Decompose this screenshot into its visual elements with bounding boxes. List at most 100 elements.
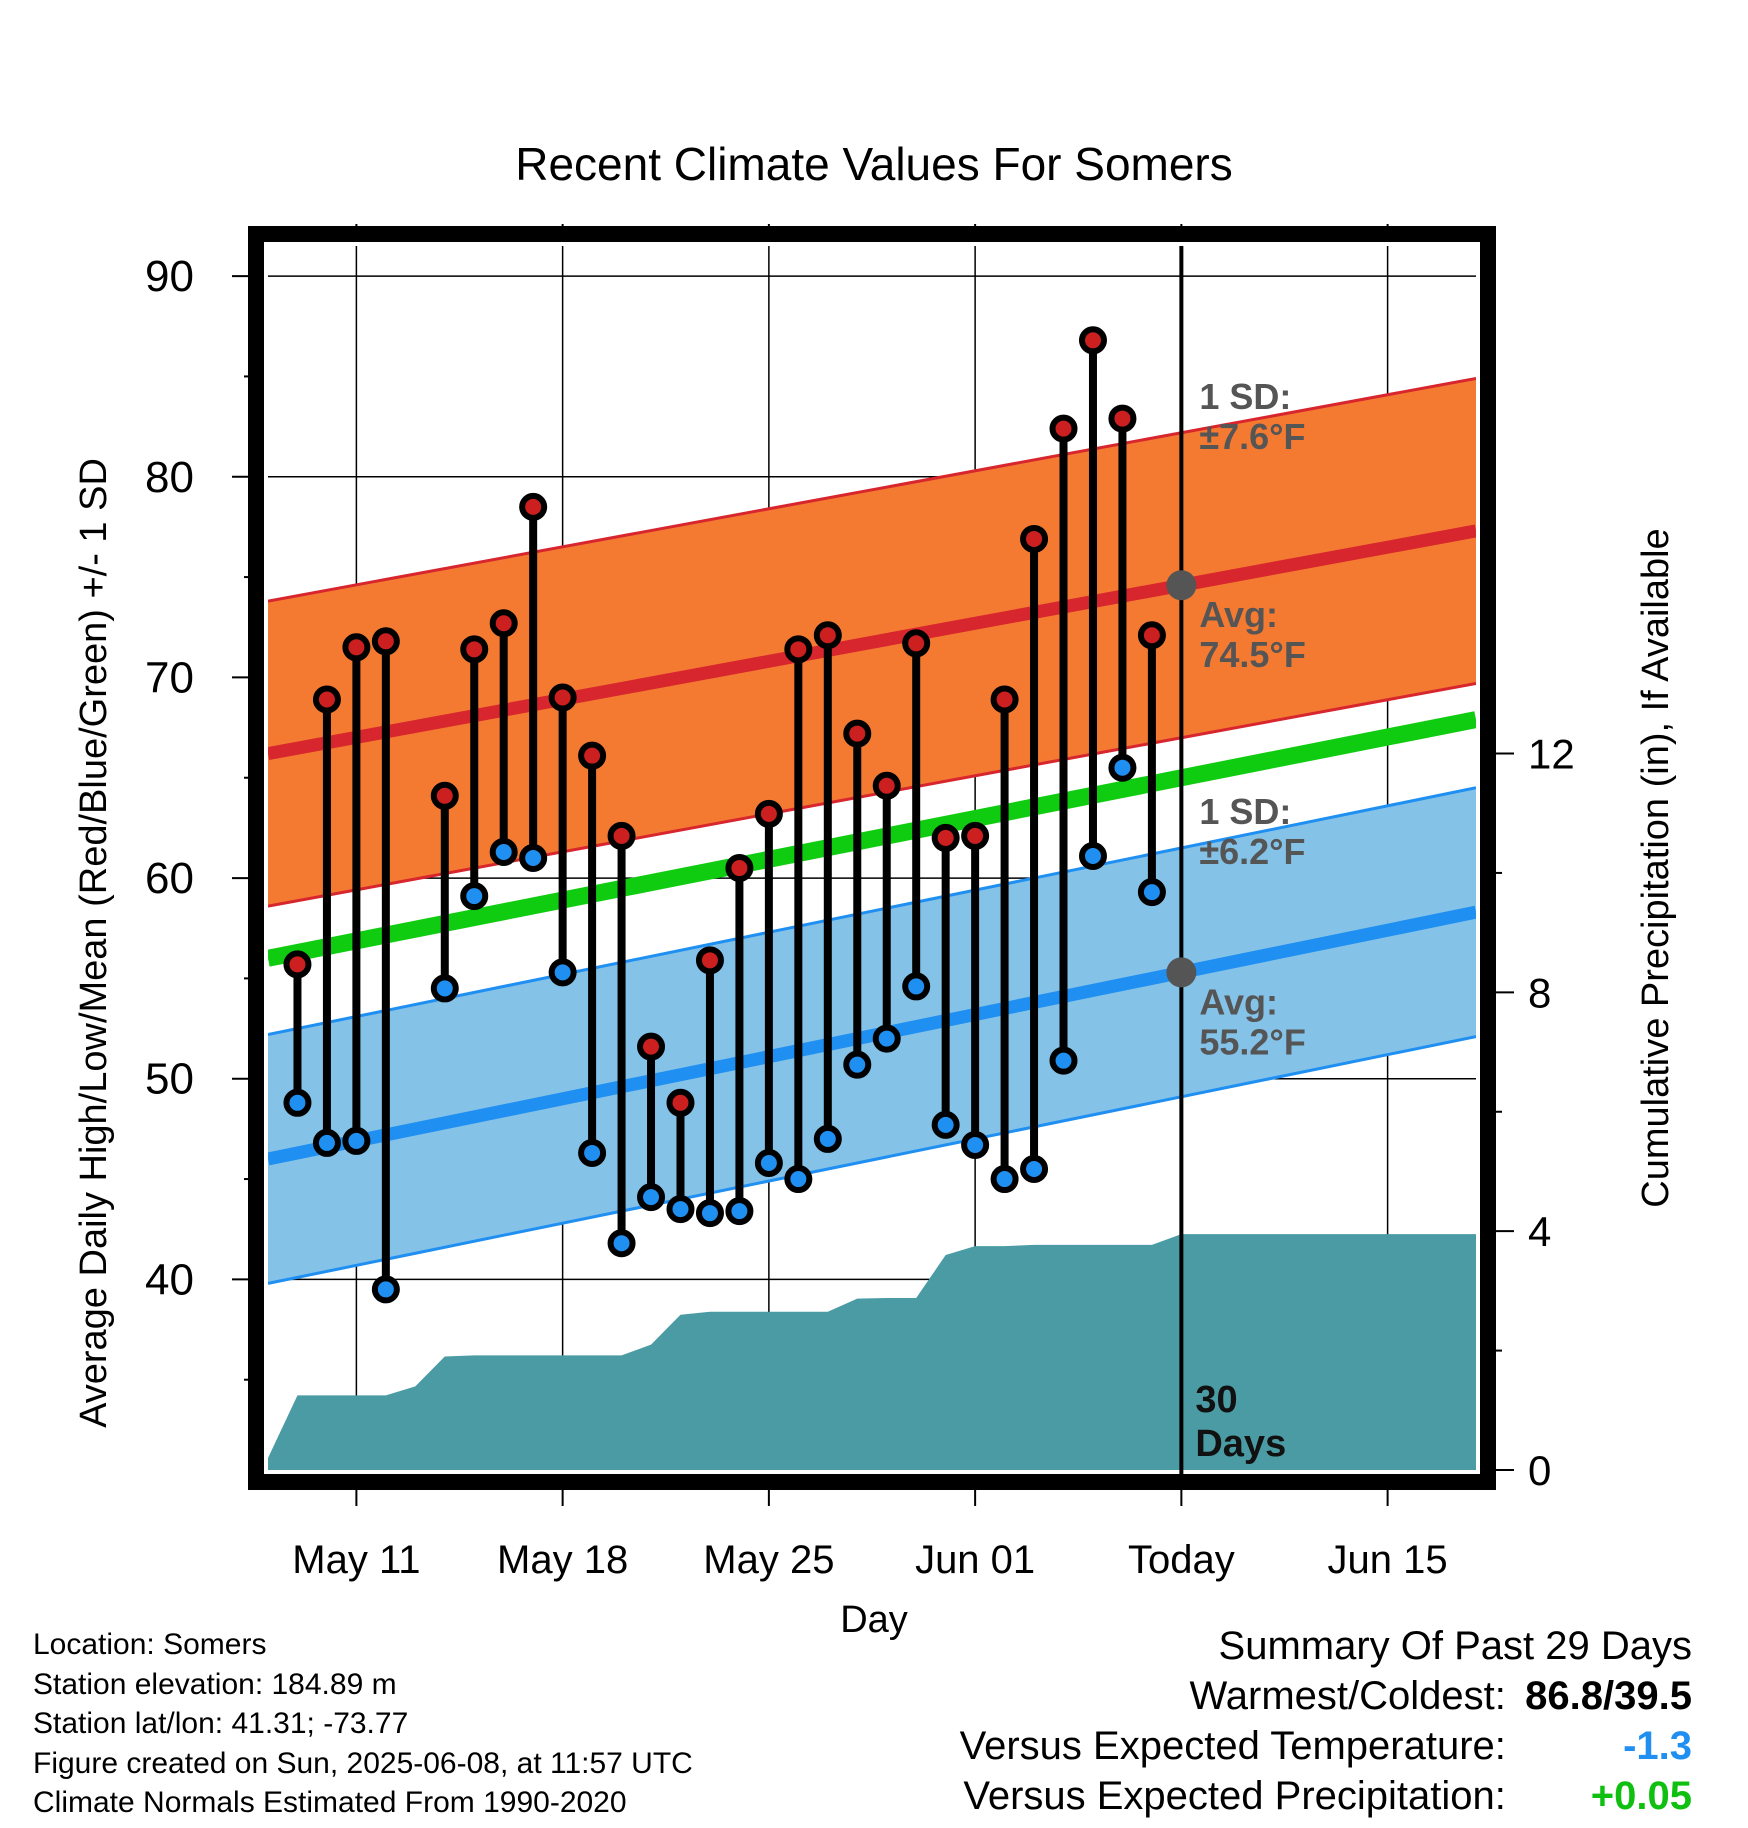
daily-high-point [961,821,990,850]
daily-high-point [548,683,577,712]
temp-label: Versus Expected Temperature: [959,1724,1506,1768]
daily-low-point [695,1199,724,1228]
daily-high-point [872,771,901,800]
daily-low-point [460,882,489,911]
annotation-low-sd-label: 1 SD: [1199,791,1291,832]
temp-value: -1.3 [1623,1724,1692,1768]
daily-high-point [430,781,459,810]
daily-high-point [342,633,371,662]
mean-normal-line [268,711,1476,967]
daily-low-point [961,1130,990,1159]
y-tick-label: 70 [145,653,194,702]
daily-low-point [784,1165,813,1194]
daily-high-point [1078,326,1107,355]
y-tick-label: 50 [145,1055,194,1104]
today-high-avg-dot [1166,570,1197,601]
info-created: Figure created on Sun, 2025-06-08, at 11… [33,1746,693,1780]
daily-low-point [371,1275,400,1304]
daily-high-point [843,719,872,748]
daily-low-point [548,958,577,987]
daily-low-point [931,1110,960,1139]
x-tick-label: Jun 15 [1328,1538,1448,1582]
low-avg-line [268,905,1476,1166]
daily-low-point [342,1126,371,1155]
today-days-label: Days [1195,1423,1286,1465]
daily-high-point [813,621,842,650]
daily-low-point [519,844,548,872]
daily-low-point [578,1138,607,1167]
warmest-label: Warmest/Coldest: [1189,1674,1506,1718]
daily-high-point [460,635,489,664]
daily-high-point [754,799,783,828]
info-normals: Climate Normals Estimated From 1990-2020 [33,1786,627,1819]
daily-high-point [902,629,931,658]
daily-low-point [754,1148,783,1177]
annotation-low-avg-value: 55.2°F [1199,1021,1305,1062]
daily-high-point [695,946,724,975]
daily-low-point [666,1195,695,1224]
y2-tick-label: 12 [1528,731,1575,778]
x-axis-title: Day [840,1599,908,1641]
x-tick-label: Today [1128,1538,1235,1582]
y-tick-label: 90 [145,252,194,301]
x-tick-label: May 25 [703,1538,834,1582]
high-lower-sd-line [268,681,1476,908]
annotation-high-avg-label: Avg: [1199,594,1278,635]
daily-low-point [607,1229,636,1258]
plot-frame [248,226,1496,1490]
summary-temp-row: Versus Expected Temperature: -1.3 [960,1721,1692,1771]
annotation-low-avg-label: Avg: [1199,981,1278,1022]
daily-low-point [489,837,518,866]
daily-high-point [607,821,636,850]
daily-high-point [725,854,754,883]
y2-tick-label: 8 [1528,969,1551,1016]
daily-high-point [990,685,1019,714]
today-low-avg-dot [1166,957,1197,988]
today-days-label: 30 [1195,1379,1237,1421]
y-axis-title: Average Daily High/Low/Mean (Red/Blue/Gr… [73,458,115,1428]
y-tick-label: 80 [145,453,194,502]
warmest-value: 86.8/39.5 [1525,1674,1692,1718]
daily-high-point [784,635,813,664]
daily-low-point [1049,1046,1078,1075]
plot-interior [268,246,1476,1470]
daily-low-point [1108,753,1137,782]
summary-warmest-row: Warmest/Coldest: 86.8/39.5 [960,1671,1693,1721]
annotation-high-avg-value: 74.5°F [1199,634,1305,675]
y2-tick-label: 4 [1528,1208,1551,1255]
info-location: Location: Somers [33,1628,267,1661]
x-tick-label: May 18 [497,1538,628,1582]
daily-high-point [283,950,312,979]
chart-title: Recent Climate Values For Somers [515,138,1233,190]
y-tick-label: 40 [145,1255,194,1304]
daily-high-point [931,823,960,852]
daily-high-point [637,1032,666,1061]
daily-low-point [902,972,931,1001]
daily-low-point [312,1128,341,1157]
daily-low-point [990,1165,1019,1194]
daily-low-point [725,1197,754,1226]
daily-low-point [637,1183,666,1212]
info-elevation: Station elevation: 184.89 m [33,1667,397,1701]
daily-low-point [872,1024,901,1053]
summary-panel: Summary Of Past 29 Days Warmest/Coldest:… [960,1621,1692,1821]
daily-low-point [1137,878,1166,907]
y-tick-label: 60 [145,854,194,903]
station-info: Location: Somers Station elevation: 184.… [33,1625,693,1823]
high-upper-sd-line [268,376,1476,603]
daily-high-point [1108,404,1137,433]
summary-precip-row: Versus Expected Precipitation: +0.05 [960,1771,1692,1821]
y2-tick-label: 0 [1528,1447,1551,1494]
high-avg-line [268,524,1476,761]
daily-low-point [843,1050,872,1079]
daily-low-point [1078,841,1107,870]
info-latlon: Station lat/lon: 41.31; -73.77 [33,1707,409,1740]
daily-high-point [1137,621,1166,650]
annotation-low-sd-value: ±6.2°F [1199,831,1305,872]
precipitation-area [268,1234,1476,1470]
low-upper-sd-line [268,786,1476,1037]
daily-high-point [519,492,548,521]
precip-label: Versus Expected Precipitation: [963,1774,1506,1818]
x-tick-label: May 11 [292,1538,420,1582]
precip-value: +0.05 [1590,1774,1692,1818]
